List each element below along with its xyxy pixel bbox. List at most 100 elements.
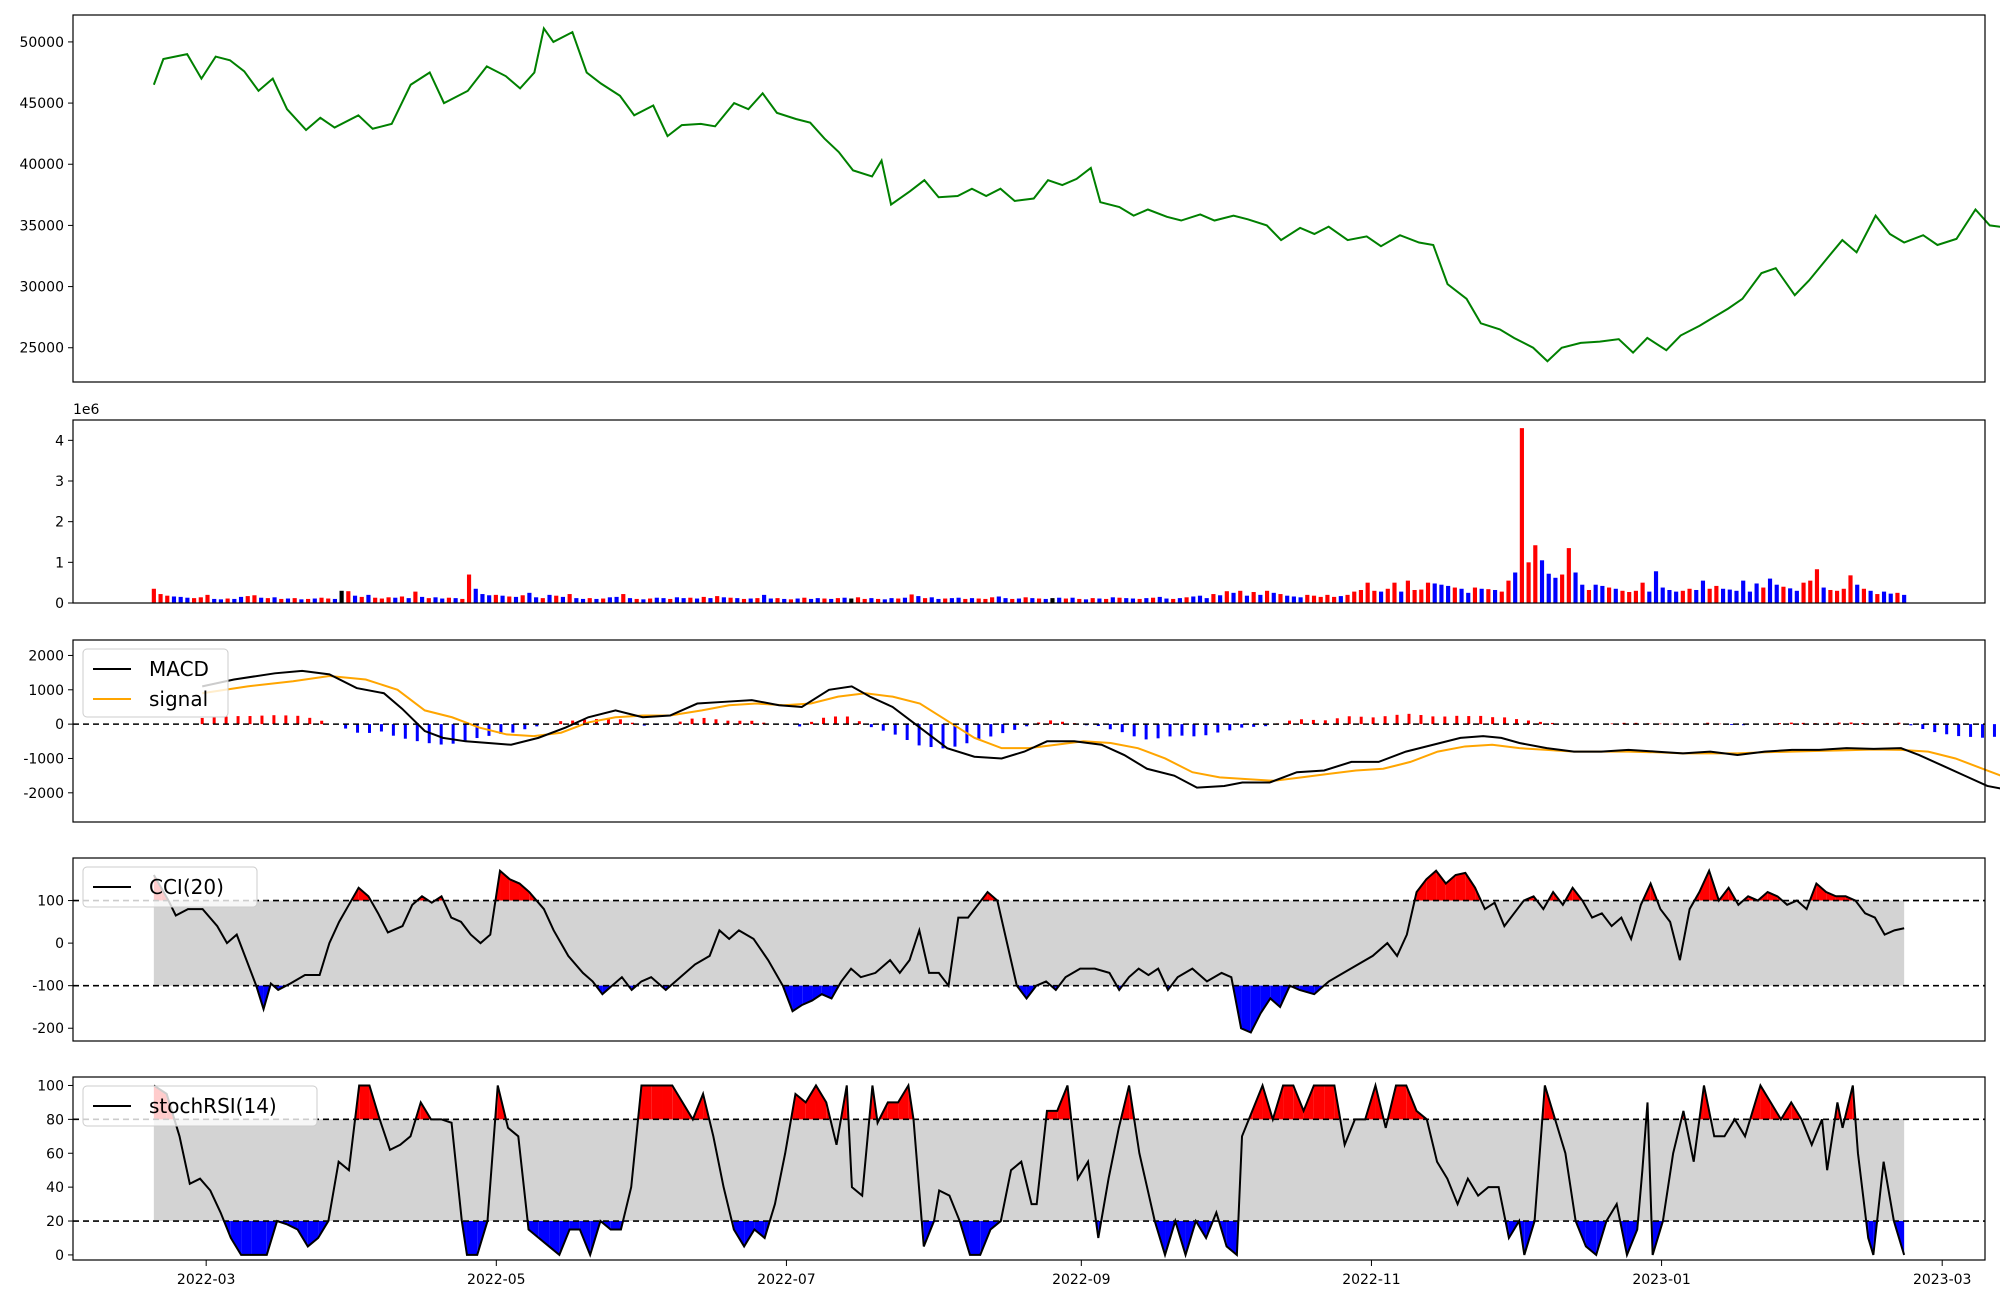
macd-histogram-bar [1120, 724, 1124, 733]
volume-y-tick-label: 2 [55, 515, 64, 531]
price-y-tick-label: 30000 [19, 280, 64, 296]
volume-bar [554, 595, 559, 603]
volume-bar [1620, 590, 1625, 603]
volume-bar [1841, 588, 1846, 603]
volume-bar [198, 597, 203, 603]
macd-histogram-bar [1168, 724, 1172, 737]
volume-bar [171, 596, 177, 603]
volume-bar [366, 594, 371, 603]
macd-histogram-bar [618, 719, 622, 725]
macd-histogram-bar [702, 717, 706, 725]
volume-bar [1030, 598, 1035, 603]
cci-oversold-fill [802, 985, 813, 1005]
volume-bar [1600, 585, 1605, 603]
macd-histogram-bar [1335, 718, 1339, 725]
stochrsi-oversold-fill [230, 1221, 242, 1255]
cci-legend-box [82, 866, 258, 908]
macd-histogram-bar [344, 724, 348, 729]
macd-histogram-bar [1395, 714, 1399, 725]
volume-bar [259, 597, 264, 603]
stochrsi-overbought-fill [651, 1085, 663, 1120]
volume-bar [1352, 591, 1357, 603]
volume-bar [225, 598, 230, 603]
stochrsi-oversold-fill [528, 1221, 539, 1238]
macd-histogram-bar [810, 721, 814, 725]
cci-oversold-fill [1250, 985, 1261, 1033]
volume-bar [1868, 590, 1873, 603]
volume-bar [1875, 594, 1880, 603]
volume-bar [1104, 598, 1109, 603]
volume-bar [1700, 580, 1706, 603]
macd-axes [72, 639, 1986, 823]
x-tick-label: 2022-11 [1342, 1272, 1401, 1288]
volume-bar [205, 594, 210, 603]
volume-y-tick-label: 3 [55, 474, 64, 490]
volume-bar [567, 594, 572, 603]
macd-histogram-bar [296, 715, 300, 725]
stochrsi-oversold-fill [1226, 1221, 1237, 1255]
volume-bar [956, 597, 961, 603]
volume-bar [1519, 428, 1524, 603]
volume-bar [1057, 597, 1062, 603]
volume-bar [1848, 575, 1853, 603]
volume-bar [1492, 589, 1498, 603]
macd-histogram-bar [1849, 722, 1853, 725]
volume-bar [694, 598, 700, 603]
macd-histogram-bar [1921, 724, 1925, 730]
volume-bar [406, 598, 411, 603]
volume-bar [1499, 591, 1504, 603]
stochrsi-overbought-fill [1313, 1085, 1325, 1120]
volume-bar [822, 598, 827, 603]
macd-histogram-bar [308, 717, 312, 725]
volume-bar [534, 597, 539, 603]
volume-bar [1318, 596, 1323, 603]
volume-bar [312, 598, 317, 603]
stochrsi-overbought-fill [887, 1102, 899, 1120]
macd-histogram-bar [1419, 715, 1423, 725]
volume-bar [1761, 587, 1766, 603]
macd-histogram-bar [953, 724, 957, 747]
volume-bar [1539, 560, 1545, 603]
stochrsi-oversold-fill [307, 1221, 319, 1247]
volume-bar [1305, 594, 1310, 603]
volume-bar [1808, 580, 1813, 603]
macd-legend-label: signal [149, 687, 208, 711]
stochrsi-overbought-fill [1283, 1085, 1294, 1120]
macd-histogram-bar [857, 721, 861, 725]
macd-histogram-bar [379, 724, 383, 732]
volume-bar [862, 598, 867, 603]
volume-bar [1466, 592, 1471, 603]
volume-bar [1606, 587, 1612, 603]
volume-bar [721, 597, 726, 603]
volume-bar [466, 574, 472, 603]
volume-bar [1399, 591, 1404, 603]
volume-bar [1814, 569, 1820, 603]
price-y-tick-label: 45000 [19, 96, 64, 112]
cci-legend: CCI(20) [82, 866, 258, 908]
stochrsi-overbought-fill [805, 1085, 816, 1120]
volume-bar [500, 595, 505, 603]
volume-bar [1271, 592, 1276, 603]
volume-bar [212, 598, 217, 603]
x-tick-label: 2022-03 [177, 1272, 236, 1288]
macd-histogram-bar [1347, 716, 1351, 725]
volume-bar [507, 596, 512, 603]
volume-bar [648, 598, 653, 603]
volume-bar [1338, 596, 1343, 603]
volume-bar [849, 598, 854, 603]
volume-bar [473, 588, 478, 603]
volume-bar [1090, 598, 1095, 603]
volume-bar [1613, 588, 1618, 603]
volume-bar [782, 598, 787, 603]
macd-histogram-bar [1526, 720, 1530, 725]
volume-bar [1291, 596, 1296, 603]
volume-bar [1446, 585, 1451, 603]
volume-bar [1264, 590, 1270, 603]
cci-overbought-fill [1436, 870, 1446, 901]
stochrsi-oversold-fill [251, 1221, 267, 1255]
volume-bar [1513, 572, 1518, 603]
volume-bar [460, 598, 465, 603]
volume-bar [1633, 590, 1638, 603]
macd-histogram-bar [1658, 723, 1662, 725]
volume-bar [594, 598, 599, 603]
